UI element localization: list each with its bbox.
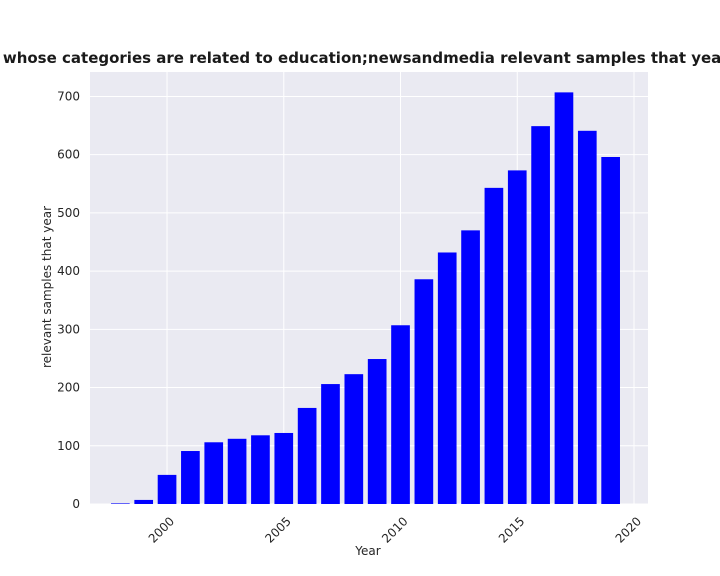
x-axis-ticks: 2000 2005 2010 2015 2020 — [146, 514, 644, 545]
bar — [204, 442, 224, 504]
bar — [414, 279, 434, 504]
y-tick-label: 700 — [57, 89, 80, 103]
y-tick-label: 0 — [72, 497, 80, 511]
bars — [111, 92, 620, 505]
y-axis-ticks: 0 100 200 300 400 500 600 700 — [57, 89, 80, 511]
y-tick-label: 400 — [57, 264, 80, 278]
y-tick-label: 100 — [57, 439, 80, 453]
y-tick-label: 200 — [57, 381, 80, 395]
x-tick-label: 2015 — [496, 514, 527, 545]
x-tick-label: 2005 — [262, 514, 293, 545]
bar — [484, 187, 504, 504]
bar — [437, 252, 457, 504]
bar — [251, 435, 270, 504]
bar — [134, 499, 154, 504]
bar — [181, 451, 200, 504]
bar — [461, 230, 480, 504]
bar — [274, 432, 294, 504]
y-tick-label: 500 — [57, 206, 80, 220]
bar — [227, 438, 247, 504]
bar — [321, 384, 340, 504]
x-tick-label: 2000 — [146, 514, 177, 545]
bar — [157, 474, 177, 504]
bar — [577, 130, 597, 505]
x-tick-label: 2010 — [379, 514, 410, 545]
x-axis-label: Year — [354, 544, 380, 558]
bar — [367, 359, 387, 504]
y-tick-label: 300 — [57, 322, 80, 336]
bar — [507, 170, 527, 504]
bar — [297, 407, 317, 504]
bar — [391, 325, 410, 504]
chart-title: Number of samples whose categories are r… — [0, 49, 720, 67]
bar — [344, 374, 364, 504]
bar — [111, 503, 130, 504]
y-tick-label: 600 — [57, 148, 80, 162]
y-axis-label: relevant samples that year — [40, 206, 54, 368]
x-tick-label: 2020 — [613, 514, 644, 545]
bar — [554, 92, 574, 505]
bar — [531, 126, 550, 504]
bar — [601, 157, 620, 505]
